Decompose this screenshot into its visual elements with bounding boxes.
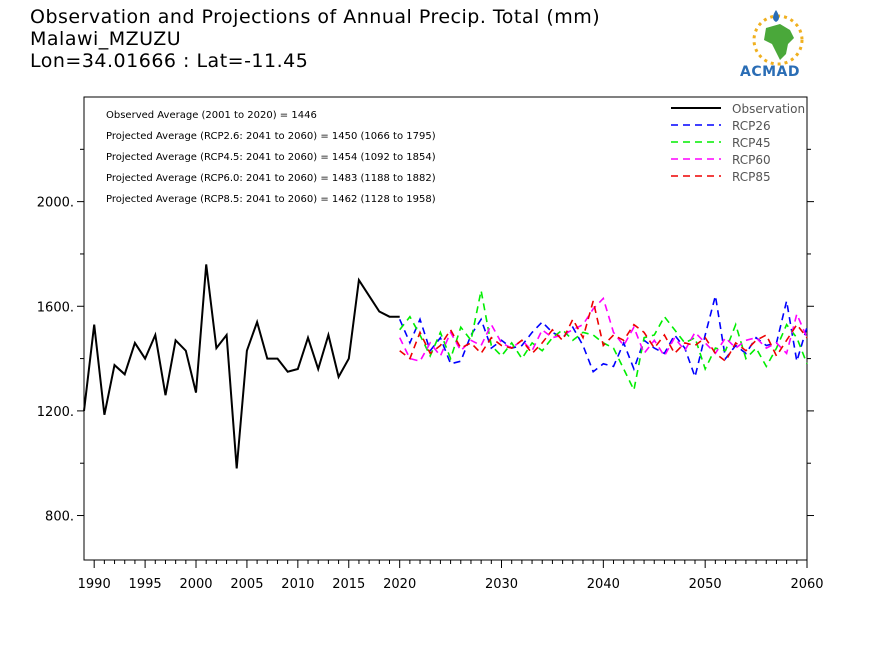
acmad-logo-icon: [752, 10, 804, 66]
x-tick-label: 2040: [587, 577, 620, 592]
x-tick-label: 2015: [332, 577, 365, 592]
average-annotation: Projected Average (RCP4.5: 2041 to 2060)…: [106, 152, 436, 163]
x-tick-label: 2030: [485, 577, 518, 592]
legend-label: RCP85: [732, 170, 771, 184]
legend-label: Observation: [732, 102, 805, 116]
x-tick-label: 2060: [790, 577, 823, 592]
series-line-rcp45: [399, 290, 808, 393]
chart-subtitle-coords: Lon=34.01666 : Lat=-11.45: [30, 50, 309, 72]
series-line-rcp85: [399, 300, 808, 363]
plot-frame: [83, 96, 808, 561]
y-tick-label: 800.: [45, 510, 74, 525]
average-annotation: Projected Average (RCP2.6: 2041 to 2060)…: [106, 131, 436, 142]
y-tick-label: 1600.: [37, 300, 74, 315]
x-tick-label: 2050: [689, 577, 722, 592]
chart-title-block: Observation and Projections of Annual Pr…: [30, 6, 600, 72]
chart-subtitle-station: Malawi_MZUZU: [30, 28, 182, 50]
legend-label: RCP60: [732, 153, 771, 167]
logo-text: ACMAD: [740, 64, 800, 80]
series-line-rcp60: [398, 296, 808, 363]
series-line-rcp26: [398, 295, 808, 380]
y-tick-label: 2000.: [37, 196, 74, 211]
average-annotation: Projected Average (RCP8.5: 2041 to 2060)…: [106, 194, 436, 205]
x-tick-label: 2005: [230, 577, 263, 592]
series-line-observation: [83, 264, 400, 469]
x-tick-label: 2000: [179, 577, 212, 592]
x-tick-label: 2010: [281, 577, 314, 592]
y-tick-label: 1200.: [37, 405, 74, 420]
legend-label: RCP26: [732, 119, 771, 133]
x-tick-label: 1995: [129, 577, 162, 592]
x-tick-label: 2020: [383, 577, 416, 592]
legend-label: RCP45: [732, 136, 771, 150]
average-annotation: Observed Average (2001 to 2020) = 1446: [106, 110, 317, 121]
x-tick-label: 1990: [78, 577, 111, 592]
chart-title: Observation and Projections of Annual Pr…: [30, 6, 601, 28]
average-annotation: Projected Average (RCP6.0: 2041 to 2060)…: [106, 173, 436, 184]
